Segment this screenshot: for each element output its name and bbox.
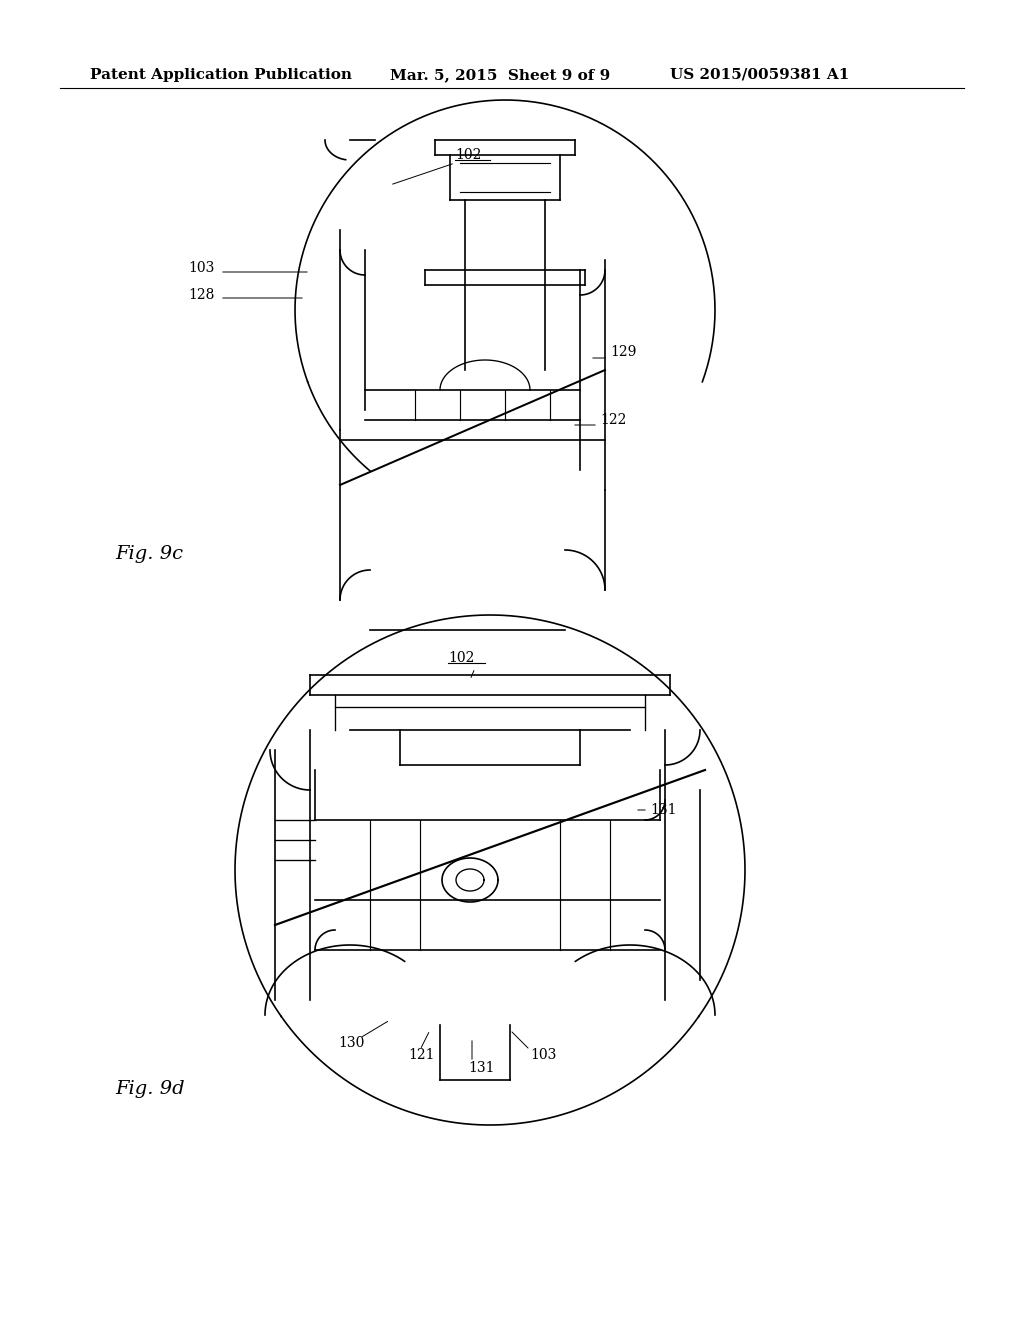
Text: Patent Application Publication: Patent Application Publication: [90, 69, 352, 82]
Text: 103: 103: [530, 1048, 556, 1063]
Text: Fig. 9d: Fig. 9d: [115, 1080, 184, 1098]
Text: 102: 102: [455, 148, 481, 162]
Text: 122: 122: [600, 413, 627, 426]
Text: 102: 102: [449, 651, 474, 665]
Text: 130: 130: [338, 1036, 365, 1049]
Text: 103: 103: [188, 261, 214, 275]
Text: US 2015/0059381 A1: US 2015/0059381 A1: [670, 69, 849, 82]
Text: 129: 129: [610, 345, 636, 359]
Text: 128: 128: [188, 288, 214, 302]
Text: 131: 131: [468, 1061, 495, 1074]
Text: Fig. 9c: Fig. 9c: [115, 545, 183, 564]
Text: 121: 121: [408, 1048, 434, 1063]
Text: 131: 131: [650, 803, 677, 817]
Text: Mar. 5, 2015  Sheet 9 of 9: Mar. 5, 2015 Sheet 9 of 9: [390, 69, 610, 82]
